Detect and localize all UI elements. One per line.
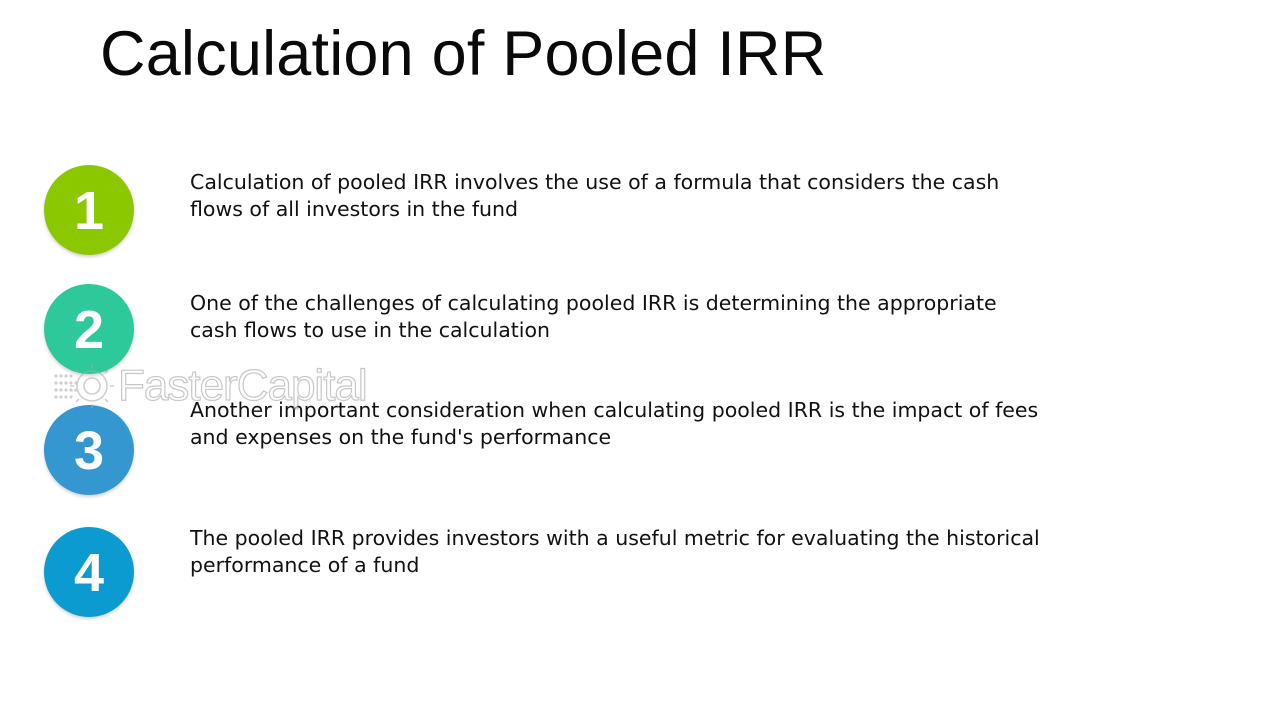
number-badge-1: 1 <box>44 165 134 255</box>
list-item: 1 Calculation of pooled IRR involves the… <box>0 165 1280 265</box>
number-badge-4: 4 <box>44 527 134 617</box>
list-item: 3 Another important consideration when c… <box>0 398 1280 505</box>
number-label: 2 <box>73 300 105 360</box>
list-item: 2 One of the challenges of calculating p… <box>0 284 1280 384</box>
point-text: One of the challenges of calculating poo… <box>190 291 997 342</box>
number-badge-2: 2 <box>44 284 134 374</box>
slide-title: Calculation of Pooled IRR <box>100 19 827 89</box>
number-label: 3 <box>73 421 105 481</box>
point-text: The pooled IRR provides investors with a… <box>190 526 1040 577</box>
number-label: 1 <box>73 181 105 241</box>
list-item: 4 The pooled IRR provides investors with… <box>0 526 1280 627</box>
number-badge-3: 3 <box>44 405 134 495</box>
point-text: Another important consideration when cal… <box>190 398 1039 449</box>
point-text: Calculation of pooled IRR involves the u… <box>190 170 1000 221</box>
number-label: 4 <box>73 543 105 603</box>
